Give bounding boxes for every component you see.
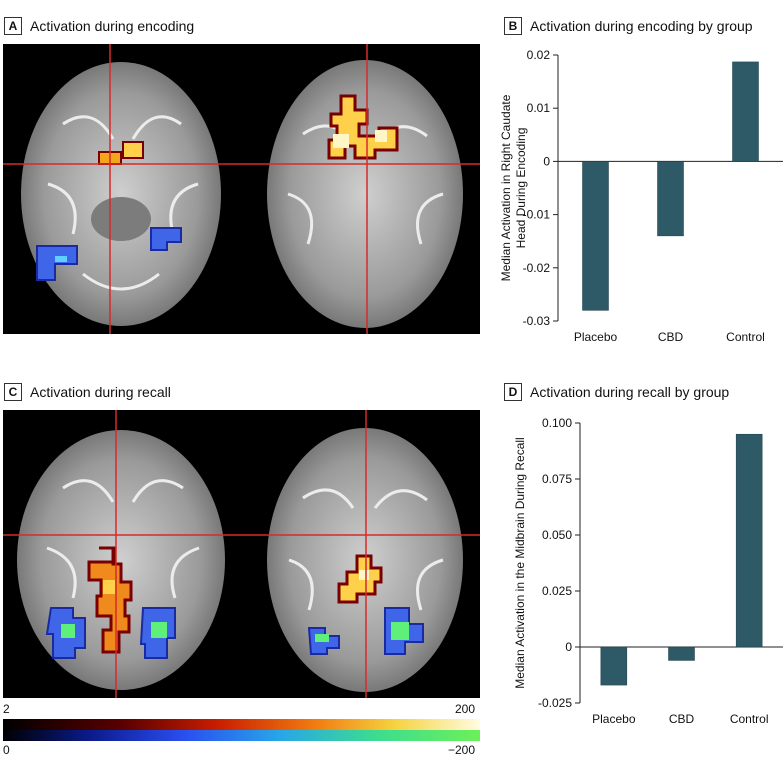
bar-placebo <box>582 161 609 311</box>
colorbar-top-max: 200 <box>455 702 476 716</box>
bar-control <box>735 433 763 648</box>
encoding-brain-image <box>3 44 480 334</box>
y-tick-label: 0 <box>565 640 572 654</box>
recall-brain-image <box>3 410 480 698</box>
axial-slice-left <box>17 430 225 690</box>
panel-c-title-text: Activation during recall <box>30 384 171 400</box>
panel-b-letter: B <box>504 17 522 35</box>
y-tick-label: -0.025 <box>538 696 572 710</box>
colorbar-negative <box>3 730 480 741</box>
recall-bar-chart: 0.100 0.075 0.050 0.025 0 -0.025 Placebo CBD Con… <box>513 416 783 726</box>
y-tick-label: 0.025 <box>542 584 572 598</box>
panel-b-title-text: Activation during encoding by group <box>530 18 753 34</box>
y-axis-label: Median Activation in Right CaudateHead D… <box>500 94 528 281</box>
colorbar-positive <box>3 719 480 730</box>
y-tick-label: 0.01 <box>527 101 551 115</box>
x-tick-label: CBD <box>669 712 695 726</box>
panel-d-letter: D <box>504 383 522 401</box>
y-tick-label: -0.03 <box>523 314 551 328</box>
panel-c-letter: C <box>4 383 22 401</box>
panel-a-letter: A <box>4 17 22 35</box>
panel-a-title: A Activation during encoding <box>4 17 194 35</box>
colorbar-bottom-max: −200 <box>448 743 476 757</box>
x-tick-label: CBD <box>658 330 684 344</box>
panel-d-title-text: Activation during recall by group <box>530 384 730 400</box>
axial-slice-left <box>21 62 221 326</box>
y-axis-label: Median Activation in the Midbrain During… <box>513 437 527 688</box>
y-tick-label: 0.100 <box>542 416 572 430</box>
bar-control <box>732 61 759 162</box>
axial-slice-right <box>267 60 463 328</box>
panel-a-title-text: Activation during encoding <box>30 18 195 34</box>
y-tick-label: 0.075 <box>542 472 572 486</box>
y-tick-label: 0.02 <box>527 48 551 62</box>
panel-c-title: C Activation during recall <box>4 383 171 401</box>
x-tick-label: Control <box>726 330 765 344</box>
y-tick-label: 0 <box>543 154 550 168</box>
bar-cbd <box>657 161 684 237</box>
colorbar-bottom-min: 0 <box>3 743 10 757</box>
x-tick-label: Placebo <box>574 330 618 344</box>
y-tick-label: -0.02 <box>523 261 551 275</box>
axial-slice-right <box>267 428 463 692</box>
colorbar-top-min: 2 <box>3 702 10 716</box>
y-tick-label: -0.01 <box>523 208 551 222</box>
x-tick-label: Control <box>730 712 769 726</box>
x-tick-label: Placebo <box>592 712 636 726</box>
encoding-bar-chart: 0.02 0.01 0 -0.01 -0.02 -0.03 Placebo CBD Contro… <box>500 48 783 344</box>
bar-cbd <box>668 646 695 661</box>
y-tick-label: 0.050 <box>542 528 572 542</box>
panel-d-title: D Activation during recall by group <box>504 383 729 401</box>
bar-placebo <box>600 646 628 686</box>
panel-b-title: B Activation during encoding by group <box>504 17 753 35</box>
